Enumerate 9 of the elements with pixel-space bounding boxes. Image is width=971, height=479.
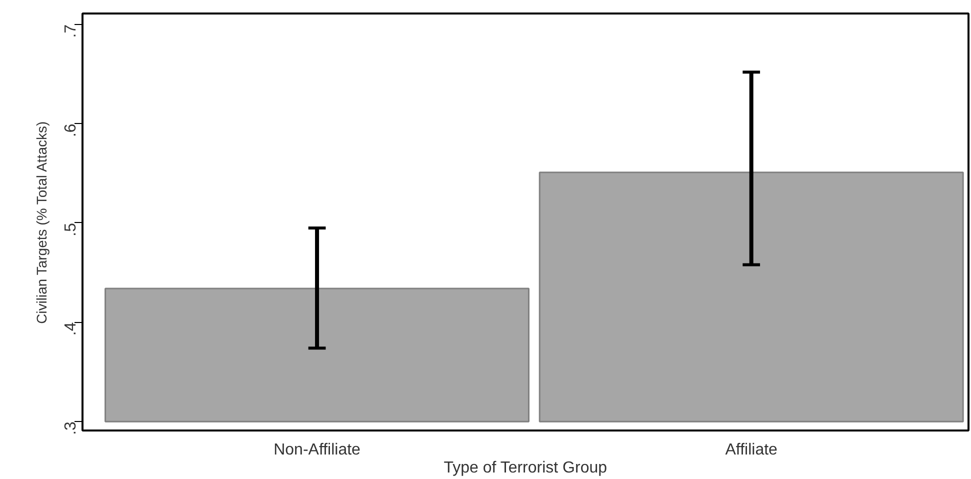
x-tick-label: Affiliate	[725, 442, 778, 458]
y-tick-label: .4	[62, 322, 80, 336]
y-axis-title: Civilian Targets (% Total Attacks)	[34, 121, 50, 324]
y-tick-label: .3	[62, 421, 80, 435]
y-tick-label: .5	[62, 222, 80, 236]
x-tick-label: Non-Affiliate	[274, 442, 361, 458]
x-axis-title: Type of Terrorist Group	[444, 460, 608, 476]
y-tick-label: .6	[62, 124, 80, 138]
y-tick-label: .7	[62, 24, 80, 38]
